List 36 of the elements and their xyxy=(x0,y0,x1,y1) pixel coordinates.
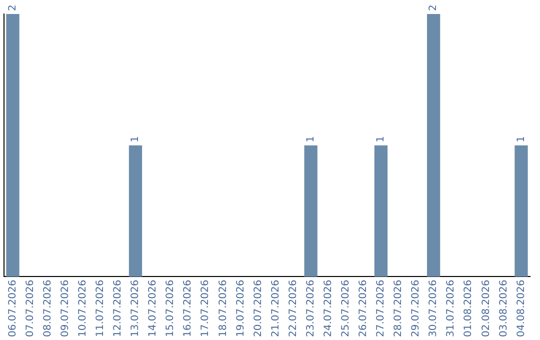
x-tick-label: 14.07.2026 xyxy=(148,280,159,338)
x-tick-label: 20.07.2026 xyxy=(252,280,264,338)
x-tick-label: 16.07.2026 xyxy=(182,280,194,338)
x-tick-label: 27.07.2026 xyxy=(376,280,387,338)
data-label: 1 xyxy=(305,136,316,142)
x-tick-label: 31.07.2026 xyxy=(446,280,457,338)
x-tick-label: 19.07.2026 xyxy=(235,280,246,338)
x-tick-label: 21.07.2026 xyxy=(270,280,282,338)
x-tick-label: 08.07.2026 xyxy=(42,280,54,338)
data-label: 1 xyxy=(130,136,142,142)
x-tick-label: 26.07.2026 xyxy=(358,280,370,338)
x-tick-label: 02.08.2026 xyxy=(480,280,492,338)
x-tick-label: 25.07.2026 xyxy=(340,280,352,338)
x-tick-label: 23.07.2026 xyxy=(305,280,316,338)
x-tick-label: 10.07.2026 xyxy=(77,280,88,338)
data-label: 1 xyxy=(376,136,387,142)
x-tick-label: 17.07.2026 xyxy=(200,280,212,338)
x-tick-label: 28.07.2026 xyxy=(393,280,404,338)
x-tick-label: 06.07.2026 xyxy=(7,280,18,338)
x-tick-label: 12.07.2026 xyxy=(112,280,124,338)
x-tick-label: 22.07.2026 xyxy=(288,280,299,338)
data-label: 2 xyxy=(7,4,18,11)
x-tick-label: 11.07.2026 xyxy=(95,280,106,338)
x-tick-label: 09.07.2026 xyxy=(60,280,71,338)
data-label: 2 xyxy=(428,4,440,11)
x-tick-label: 03.08.2026 xyxy=(498,280,510,338)
x-tick-label: 30.07.2026 xyxy=(428,280,440,338)
x-tick-label: 18.07.2026 xyxy=(218,280,229,338)
x-tick-label: 13.07.2026 xyxy=(130,280,142,338)
data-label: 1 xyxy=(516,136,527,142)
x-tick-label: 01.08.2026 xyxy=(463,280,474,338)
x-tick-label: 15.07.2026 xyxy=(165,280,176,338)
x-tick-label: 29.07.2026 xyxy=(410,280,422,338)
x-tick-label: 07.07.2026 xyxy=(24,280,36,338)
x-tick-label: 24.07.2026 xyxy=(322,280,334,338)
x-tick-label: 04.08.2026 xyxy=(516,280,527,338)
